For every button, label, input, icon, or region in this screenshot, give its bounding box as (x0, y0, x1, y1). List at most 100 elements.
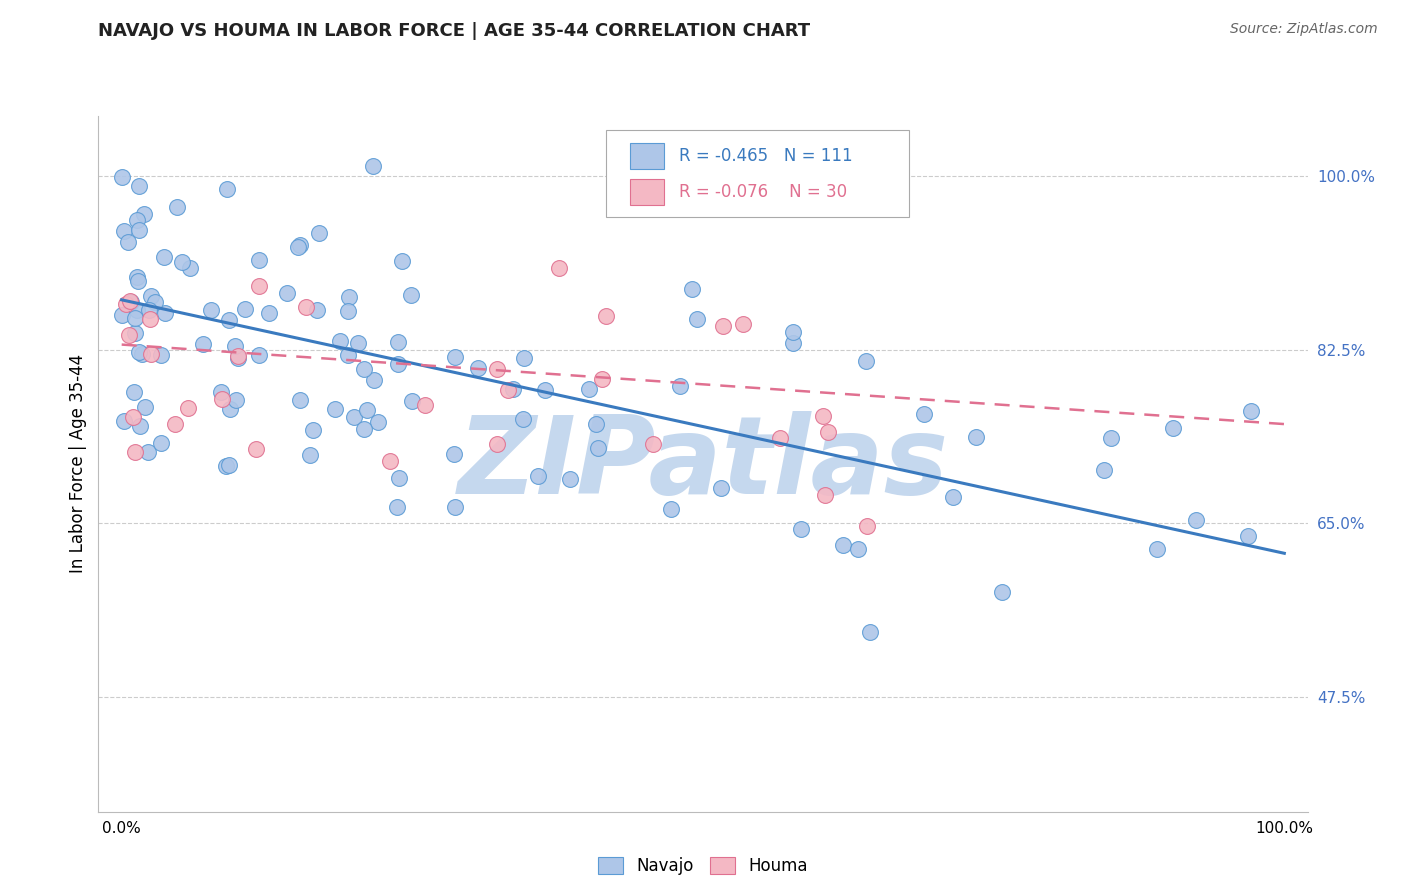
Point (308, 227, 330, 241)
Point (134, 207, 156, 221)
Point (1099, 431, 1122, 445)
Point (1146, 542, 1168, 557)
Point (128, 223, 150, 237)
Point (942, 490, 965, 504)
Point (179, 260, 201, 275)
Point (790, 522, 813, 536)
Point (153, 250, 176, 264)
Point (247, 348, 270, 362)
Point (307, 302, 329, 317)
Point (585, 417, 607, 431)
Point (1161, 421, 1184, 435)
Point (124, 310, 146, 325)
Point (323, 402, 346, 417)
Point (710, 481, 733, 495)
Point (343, 410, 366, 425)
Point (115, 297, 138, 311)
Point (224, 339, 246, 353)
Point (226, 351, 249, 366)
Point (218, 458, 240, 473)
Text: R = -0.076    N = 30: R = -0.076 N = 30 (679, 183, 846, 201)
Point (134, 401, 156, 415)
Point (467, 360, 489, 375)
Point (387, 357, 409, 371)
Point (591, 372, 613, 386)
Text: NAVAJO VS HOUMA IN LABOR FORCE | AGE 35-44 CORRELATION CHART: NAVAJO VS HOUMA IN LABOR FORCE | AGE 35-… (98, 22, 810, 40)
Point (859, 625, 882, 640)
Point (1240, 403, 1263, 417)
Point (111, 169, 134, 184)
Point (356, 403, 378, 417)
Point (120, 294, 142, 309)
Point (353, 422, 375, 436)
Text: R = -0.465   N = 111: R = -0.465 N = 111 (679, 147, 852, 165)
Point (111, 308, 134, 322)
Point (257, 306, 280, 320)
Point (245, 442, 267, 457)
Point (443, 351, 465, 365)
Point (391, 253, 413, 268)
Point (302, 423, 325, 437)
Point (117, 235, 139, 249)
Point (139, 347, 162, 361)
Point (496, 383, 519, 397)
Point (143, 295, 166, 310)
Point (150, 348, 173, 362)
Point (527, 469, 550, 483)
Point (155, 306, 177, 320)
Point (595, 309, 617, 323)
Point (846, 541, 869, 556)
Point (211, 392, 233, 407)
Point (177, 401, 200, 416)
Point (388, 471, 411, 485)
Point (127, 212, 149, 227)
Point (502, 382, 524, 396)
Point (247, 279, 270, 293)
Point (782, 325, 804, 339)
Point (912, 407, 935, 421)
Point (200, 302, 222, 317)
Point (991, 584, 1014, 599)
Point (124, 326, 146, 340)
Point (150, 436, 173, 450)
Point (138, 312, 160, 326)
Point (965, 430, 987, 444)
Point (226, 349, 249, 363)
Point (401, 393, 423, 408)
Point (287, 240, 309, 254)
Point (219, 401, 242, 416)
Point (131, 347, 153, 361)
Text: ZIPatlas: ZIPatlas (457, 411, 949, 516)
Point (124, 445, 146, 459)
Point (682, 282, 704, 296)
Point (387, 334, 409, 349)
Point (138, 302, 160, 317)
Point (856, 519, 879, 533)
Point (1185, 513, 1208, 527)
Text: Source: ZipAtlas.com: Source: ZipAtlas.com (1230, 22, 1378, 37)
Point (128, 344, 150, 359)
Point (127, 303, 149, 318)
Point (290, 237, 312, 252)
Point (486, 362, 509, 376)
Point (336, 348, 359, 362)
Point (127, 274, 149, 288)
Point (811, 409, 834, 423)
Point (586, 441, 609, 455)
Point (118, 327, 141, 342)
Point (112, 224, 135, 238)
Point (353, 362, 375, 376)
Point (276, 285, 298, 300)
Point (215, 459, 238, 474)
Point (336, 304, 359, 318)
Point (337, 290, 360, 304)
Point (547, 261, 569, 276)
Point (378, 453, 401, 467)
Point (558, 472, 581, 486)
Point (367, 415, 389, 429)
Point (129, 418, 152, 433)
Point (122, 385, 145, 400)
Point (387, 500, 409, 514)
Point (170, 254, 193, 268)
Point (485, 436, 508, 450)
